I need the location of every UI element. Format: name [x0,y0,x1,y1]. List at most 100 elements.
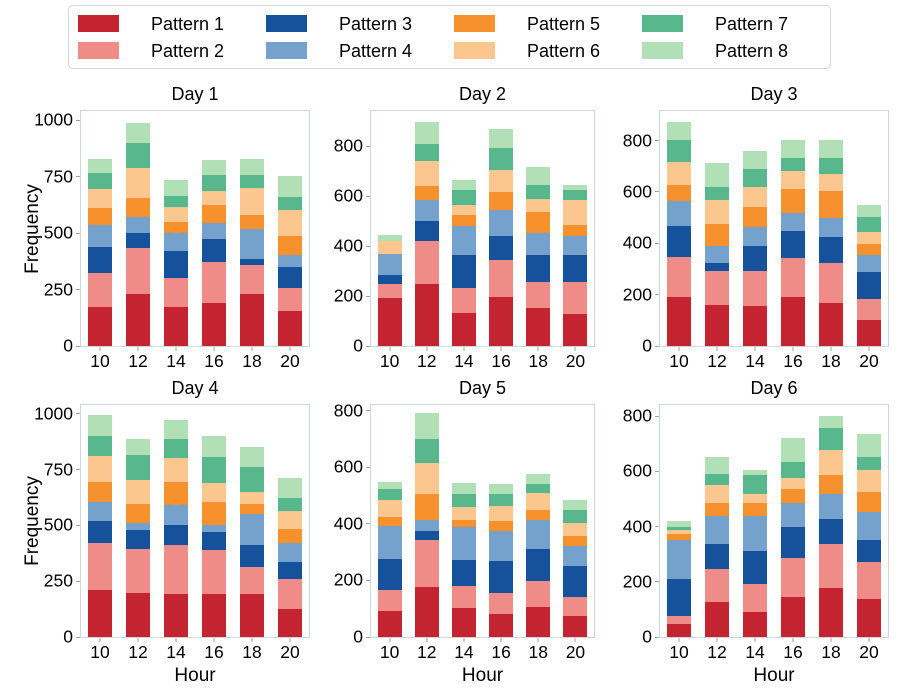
y-tick-label: 400 [333,235,363,256]
bar-segment [667,578,691,617]
bar-segment [240,187,264,215]
bar-segment [705,270,729,305]
x-tick-mark [792,638,794,642]
bar-segment [126,530,150,550]
x-tick-mark [99,638,101,642]
x-tick-mark [137,347,139,351]
bar-slot: 16 [774,405,812,662]
bar-segment [743,226,767,247]
bar-segment [164,277,188,308]
bar-segment [126,143,150,169]
y-tick-label: 0 [63,335,73,356]
y-tick-label: 0 [353,335,363,356]
x-tick-label: 12 [128,642,148,662]
y-tick-label: 600 [622,460,652,481]
x-tick-mark [574,638,576,642]
bar-segment [202,238,226,262]
bar-segment [819,303,843,346]
legend-column: Pattern 5 Pattern 6 [454,13,642,62]
bar-segment [563,545,588,566]
bar-segment [705,503,729,516]
subplot-title: Day 4 [171,378,219,398]
stacked-bar-hour-14 [451,482,476,637]
bar-segment [164,594,188,637]
y-tick-mark [366,466,370,468]
bar-slot: 12 [698,111,736,371]
x-tick-mark [175,638,177,642]
subplot-title: Day 5 [458,378,507,398]
x-tick-label: 16 [491,642,511,662]
bar-segment [705,263,729,271]
x-tick-label: 16 [204,351,224,371]
x-tick-mark [213,347,215,351]
bar-segment [88,246,112,274]
stacked-bar-hour-10 [88,159,112,346]
bar-slot: 14 [157,405,195,662]
bar-segment [667,296,691,346]
bar-segment [240,446,264,468]
y-tick-mark [76,636,80,638]
bar-segment [857,511,881,540]
bar-segment [414,413,439,439]
bar-segment [526,232,551,256]
y-tick-label: 800 [333,400,363,421]
bar-segment [667,140,691,163]
legend-item: Pattern 1 [78,13,266,35]
bar-segment [489,296,514,346]
x-tick-mark [426,638,428,642]
bar-segment [743,469,767,476]
bar-segment [240,514,264,545]
bar-segment [781,461,805,479]
bar-segment [563,565,588,598]
legend-swatch-icon [266,15,307,32]
bar-segment [857,492,881,512]
y-tick-mark [655,581,659,583]
y-tick-mark [76,345,80,347]
bar-slot: 12 [408,405,445,662]
bar-segment [377,611,402,637]
y-tick-label: 800 [622,130,652,151]
stacked-bar-hour-16 [781,437,805,637]
bar-segment [240,567,264,595]
bar-slot: 12 [408,111,445,371]
bar-segment [667,529,691,534]
bar-segment [278,561,302,579]
bar-segment [743,550,767,585]
x-tick-mark [574,347,576,351]
y-axis-label: Frequency [22,183,43,274]
stacked-bar-hour-20 [857,204,881,346]
y-tick-label: 400 [333,513,363,534]
stacked-bar-hour-10 [377,481,402,637]
bar-segment [667,122,691,141]
x-tick-mark [868,347,870,351]
bar-segment [202,204,226,223]
y-tick-mark [76,289,80,291]
bar-segment [414,185,439,200]
bar-segment [88,273,112,308]
bar-segment [705,199,729,225]
bar-slot: 18 [520,111,557,371]
bar-segment [164,195,188,208]
bar-segment [489,192,514,210]
legend-label: Pattern 2 [151,40,225,61]
bar-segment [857,599,881,637]
bar-slot: 16 [195,111,233,371]
y-tick-mark [366,523,370,525]
bar-segment [164,524,188,545]
x-tick-mark [389,347,391,351]
x-tick-mark [137,638,139,642]
x-tick-mark [500,347,502,351]
bar-segment [451,255,476,289]
bar-segment [202,175,226,192]
bar-segment [240,491,264,505]
bar-segment [743,611,767,637]
legend-label: Pattern 1 [151,13,225,34]
bar-segment [240,228,264,260]
bar-segment [743,270,767,306]
bar-segment [278,210,302,236]
bar-segment [451,288,476,314]
stacked-bar-hour-18 [240,159,264,346]
bar-slot: 18 [233,405,271,662]
bar-slot: 20 [557,111,594,371]
x-tick-label: 20 [859,351,879,371]
